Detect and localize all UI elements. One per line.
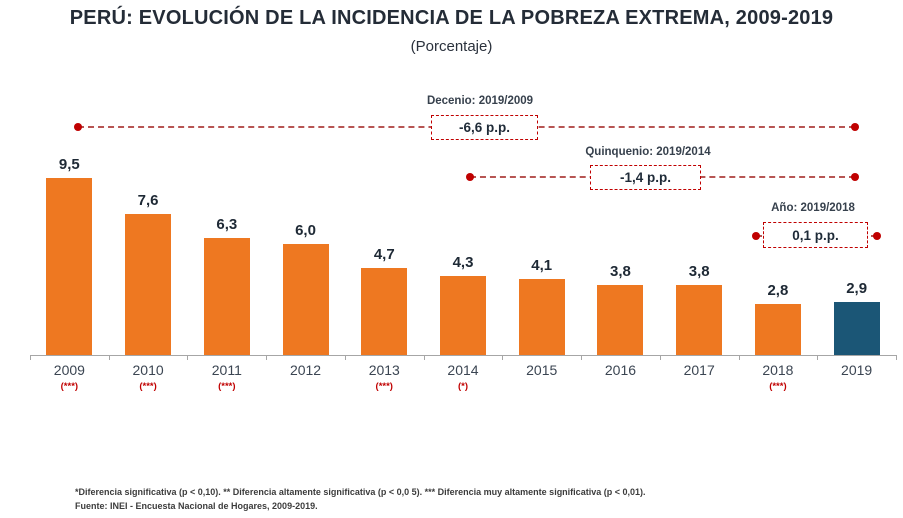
bar-2010 <box>125 214 172 356</box>
sig-marker-2011: (***) <box>218 381 236 392</box>
sig-marker-2013: (***) <box>375 381 393 392</box>
x-label-2012: 2012 <box>289 362 322 378</box>
axis-tick <box>739 356 740 360</box>
x-label-2011: 2011 <box>211 362 242 378</box>
quinquenio-label: Quinquenio: 2019/2014 <box>585 146 711 158</box>
quinquenio-dot-left <box>466 173 474 181</box>
x-axis-labels: 2009 (***) 2010 (***) 2011 (***) 2012 2013 (***)… <box>30 362 896 404</box>
x-label-2013: 2013 <box>368 362 400 378</box>
source-note: Fuente: INEI - Encuesta Nacional de Hoga… <box>75 501 318 511</box>
quinquenio-value-box: -1,4 p.p. <box>590 165 701 190</box>
decenio-dot-right <box>851 123 859 131</box>
anio-dot-left <box>752 232 760 240</box>
bar-value-2014: 4,3 <box>452 254 474 271</box>
sig-marker-2009: (***) <box>60 381 79 392</box>
decenio-label: Decenio: 2019/2009 <box>426 95 534 107</box>
anio-value-box: 0,1 p.p. <box>763 222 868 248</box>
bar-2017 <box>676 285 723 356</box>
x-label-2018: 2018 <box>762 362 794 378</box>
quinquenio-dot-right <box>851 173 859 181</box>
bar-2012 <box>282 244 329 356</box>
x-axis-line <box>30 355 897 356</box>
bar-value-2010: 7,6 <box>137 192 159 209</box>
axis-tick <box>266 356 267 360</box>
x-label-2009: 2009 <box>53 362 85 378</box>
sig-marker-2014: (*) <box>457 381 469 392</box>
sig-marker-2010: (***) <box>139 381 157 392</box>
bar-value-2018: 2,8 <box>767 282 789 299</box>
axis-tick <box>581 356 582 360</box>
sig-marker-2018: (***) <box>769 381 787 392</box>
axis-tick <box>424 356 425 360</box>
bar-value-2011: 6,3 <box>216 216 238 233</box>
anio-dot-right <box>873 232 881 240</box>
axis-tick <box>109 356 110 360</box>
x-label-2016: 2016 <box>604 362 637 378</box>
axis-tick <box>660 356 661 360</box>
bar-2009 <box>46 178 93 356</box>
bar-2014 <box>440 276 486 356</box>
bar-2019 <box>833 302 880 356</box>
bar-2016 <box>597 285 644 356</box>
axis-tick <box>817 356 818 360</box>
significance-note: *Diferencia significativa (p < 0,10). **… <box>75 487 646 497</box>
bar-value-2019: 2,9 <box>846 280 868 297</box>
bar-2013 <box>361 268 408 356</box>
bar-value-2015: 4,1 <box>531 257 553 274</box>
x-label-2014: 2014 <box>447 362 479 378</box>
decenio-value-box: -6,6 p.p. <box>431 115 538 140</box>
axis-tick <box>30 356 31 360</box>
chart-title: PERÚ: EVOLUCIÓN DE LA INCIDENCIA DE LA P… <box>69 7 834 29</box>
x-label-2010: 2010 <box>132 362 164 378</box>
bar-value-2016: 3,8 <box>610 263 631 280</box>
axis-tick <box>187 356 188 360</box>
axis-tick <box>896 356 897 360</box>
bar-value-2012: 6,0 <box>295 222 316 239</box>
bar-value-2009: 9,5 <box>58 156 80 173</box>
bar-2018 <box>754 304 801 356</box>
x-label-2019: 2019 <box>841 362 873 378</box>
decenio-dot-left <box>74 123 82 131</box>
bar-value-2017: 3,8 <box>688 263 710 280</box>
bar-2011 <box>203 238 250 356</box>
anio-label: Año: 2019/2018 <box>771 202 855 214</box>
axis-tick <box>345 356 346 360</box>
x-label-2015: 2015 <box>526 362 558 378</box>
bar-2015 <box>518 279 565 356</box>
axis-tick <box>502 356 503 360</box>
x-label-2017: 2017 <box>683 362 715 378</box>
bar-value-2013: 4,7 <box>373 246 395 263</box>
chart-subtitle: (Porcentaje) <box>410 38 493 55</box>
plot-area: 9,5 7,6 6,3 6,0 4,7 4,3 4,1 3,8 3,8 2,8 2,9 <box>30 88 896 356</box>
